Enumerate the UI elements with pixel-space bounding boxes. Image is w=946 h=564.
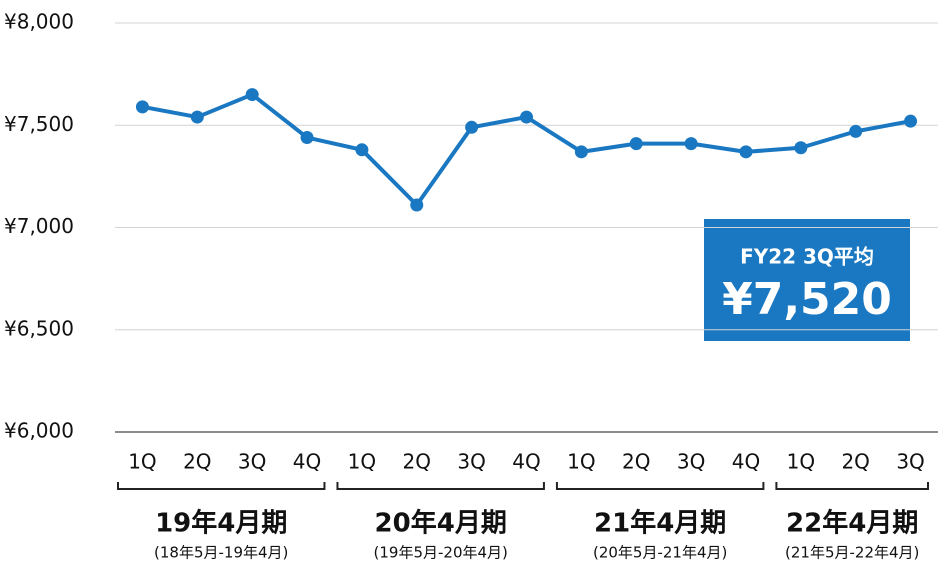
group-label: 21年4月期 [594, 508, 726, 539]
annotation-title: FY22 3Q平均 [740, 245, 874, 269]
x-tick-label: 4Q [293, 450, 321, 474]
x-tick-label: 3Q [677, 450, 705, 474]
x-tick-label: 3Q [896, 450, 924, 474]
point [574, 145, 588, 159]
group-sublabel: (20年5月-21年4月) [593, 544, 727, 562]
group-sublabel: (21年5月-22年4月) [785, 544, 919, 562]
group-bracket [555, 482, 765, 490]
point [520, 110, 533, 124]
point [245, 88, 259, 102]
group-label: 19年4月期 [155, 508, 287, 539]
y-tick-label: ¥7,000 [4, 214, 74, 238]
point [904, 114, 918, 128]
y-tick-label: ¥8,000 [4, 10, 74, 34]
point [849, 124, 863, 138]
group-sublabel: (19年5月-20年4月) [374, 544, 508, 562]
point [300, 131, 314, 145]
point [465, 120, 479, 134]
point [629, 137, 643, 151]
annotation-text: ¥7,520 [722, 274, 892, 325]
x-tick-label: 4Q [512, 450, 540, 474]
group-bracket [336, 482, 545, 490]
y-tick-label: ¥7,500 [4, 112, 74, 136]
x-tick-label: 1Q [787, 450, 815, 474]
point [794, 141, 808, 155]
x-tick-label: 1Q [567, 450, 595, 474]
point [410, 198, 424, 212]
point [739, 145, 753, 159]
x-tick-label: 2Q [183, 450, 211, 474]
x-tick-label: 2Q [841, 450, 869, 474]
point [135, 100, 149, 114]
point [190, 110, 204, 124]
group-label: 20年4月期 [375, 508, 507, 539]
x-tick-label: 2Q [622, 450, 650, 474]
point [684, 137, 698, 151]
x-tick-label: 1Q [348, 450, 376, 474]
group-label: 22年4月期 [786, 508, 918, 539]
y-tick-label: ¥6,000 [4, 419, 74, 443]
group-bracket [117, 482, 326, 490]
y-tick-label: ¥6,500 [4, 316, 74, 340]
x-tick-label: 3Q [238, 450, 266, 474]
group-sublabel: (18年5月-19年4月) [154, 544, 288, 562]
annotation-box [704, 219, 910, 341]
x-tick-label: 4Q [732, 450, 760, 474]
x-tick-label: 3Q [457, 450, 485, 474]
point [355, 143, 369, 157]
x-tick-label: 2Q [403, 450, 431, 474]
x-tick-label: 1Q [128, 450, 156, 474]
group-bracket [775, 482, 929, 490]
